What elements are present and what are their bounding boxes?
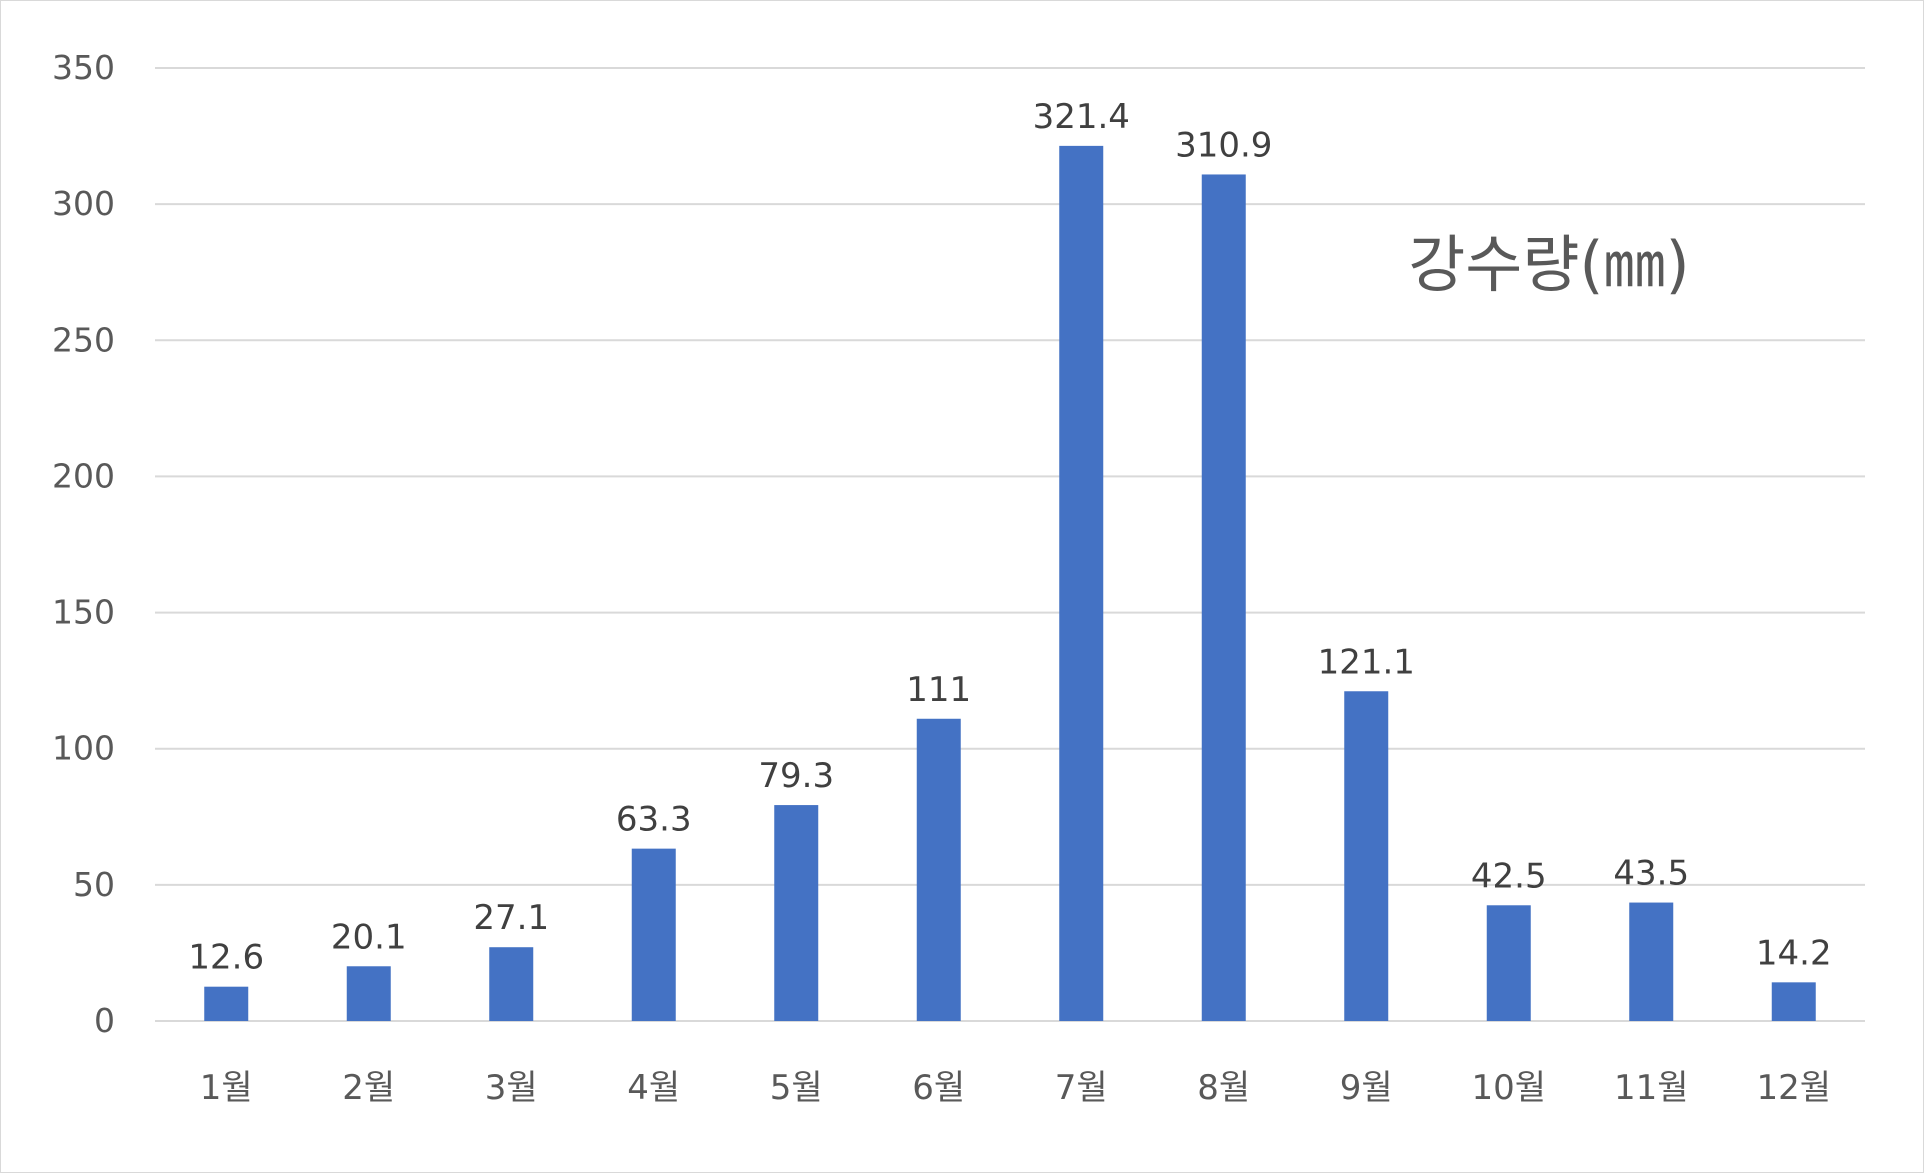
- data-label: 121.1: [1318, 642, 1415, 682]
- x-axis-labels: 1월 2월 3월 4월 5월 6월 7월 8월 9월 10월 11월 12월: [200, 1068, 1831, 1108]
- data-label: 14.2: [1756, 933, 1832, 973]
- bar: [1486, 905, 1531, 1021]
- chart-title: 강수량(㎜): [1408, 228, 1690, 301]
- bars: [204, 145, 1816, 1021]
- bar: [489, 947, 534, 1021]
- bar: [1201, 174, 1246, 1021]
- data-label: 111: [906, 670, 971, 710]
- y-tick-label: 0: [94, 1001, 115, 1040]
- x-tick-label: 10월: [1471, 1068, 1546, 1108]
- y-tick-label: 350: [52, 48, 115, 87]
- data-label: 42.5: [1471, 856, 1547, 896]
- data-label: 63.3: [616, 800, 692, 840]
- data-label: 321.4: [1033, 97, 1130, 137]
- gridlines: [155, 67, 1865, 1022]
- x-tick-label: 2월: [342, 1068, 395, 1108]
- y-tick-label: 300: [52, 184, 115, 223]
- bar: [346, 966, 391, 1021]
- bar: [1059, 145, 1104, 1021]
- y-tick-label: 200: [52, 456, 115, 495]
- bar: [916, 718, 961, 1021]
- y-tick-label: 50: [73, 865, 115, 904]
- y-axis-ticks: 0 50 100 150 200 250 300 350: [52, 48, 115, 1040]
- y-tick-label: 150: [52, 593, 115, 632]
- x-tick-label: 7월: [1055, 1068, 1108, 1108]
- data-label: 12.6: [188, 938, 264, 978]
- x-tick-label: 5월: [770, 1068, 823, 1108]
- x-tick-label: 4월: [627, 1068, 680, 1108]
- bar: [631, 848, 676, 1021]
- x-tick-label: 6월: [912, 1068, 965, 1108]
- bar: [204, 986, 249, 1021]
- y-tick-label: 100: [52, 729, 115, 768]
- data-label: 27.1: [473, 898, 549, 938]
- data-label: 310.9: [1175, 125, 1272, 165]
- x-tick-label: 11월: [1614, 1068, 1689, 1108]
- x-tick-label: 12월: [1756, 1068, 1831, 1108]
- bar: [1344, 691, 1389, 1021]
- data-label: 79.3: [758, 756, 834, 796]
- data-labels: 12.6 20.1 27.1 63.3 79.3 111 321.4 310.9 121.1 42…: [188, 97, 1831, 978]
- x-tick-label: 3월: [485, 1068, 538, 1108]
- bar: [1771, 982, 1816, 1021]
- bar: [1629, 902, 1674, 1021]
- data-label: 20.1: [331, 917, 407, 957]
- data-label: 43.5: [1613, 854, 1689, 894]
- y-tick-label: 250: [52, 320, 115, 359]
- x-tick-label: 9월: [1340, 1068, 1393, 1108]
- x-tick-label: 8월: [1197, 1068, 1250, 1108]
- bar: [774, 805, 819, 1021]
- x-tick-label: 1월: [200, 1068, 253, 1108]
